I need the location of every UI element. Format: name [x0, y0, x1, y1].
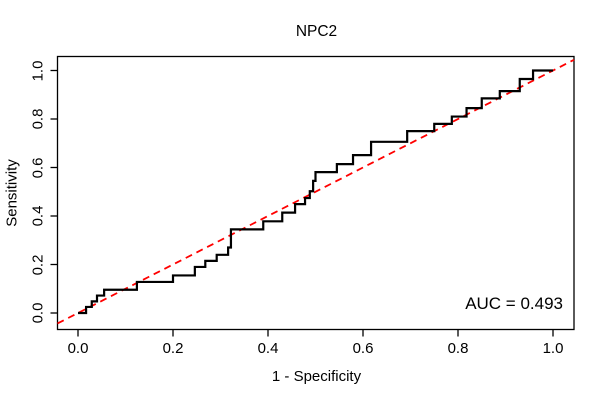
plot-box [56, 55, 575, 331]
x-tick-label: 0.4 [257, 340, 279, 357]
x-tick-label: 0.0 [67, 340, 89, 357]
x-tick-label: 0.6 [352, 340, 374, 357]
x-tick-label: 0.8 [447, 340, 469, 357]
auc-annotation: AUC = 0.493 [465, 294, 563, 313]
roc-curve [78, 69, 553, 315]
y-tick-label: 0.0 [29, 302, 47, 324]
chart-title: NPC2 [295, 23, 338, 40]
chance-diagonal-line [57, 58, 575, 325]
x-tick-label: 1.0 [542, 340, 564, 357]
y-tick-label: 0.2 [29, 254, 47, 275]
y-tick-label: 0.4 [29, 205, 47, 227]
y-axis-label: Sensitivity [3, 159, 21, 227]
x-tick-label: 0.2 [162, 340, 184, 357]
x-axis-label: 1 - Specificity [271, 368, 362, 385]
y-tick-label: 1.0 [29, 60, 47, 81]
y-tick-label: 0.8 [29, 108, 47, 130]
y-tick-label: 0.6 [29, 157, 47, 178]
